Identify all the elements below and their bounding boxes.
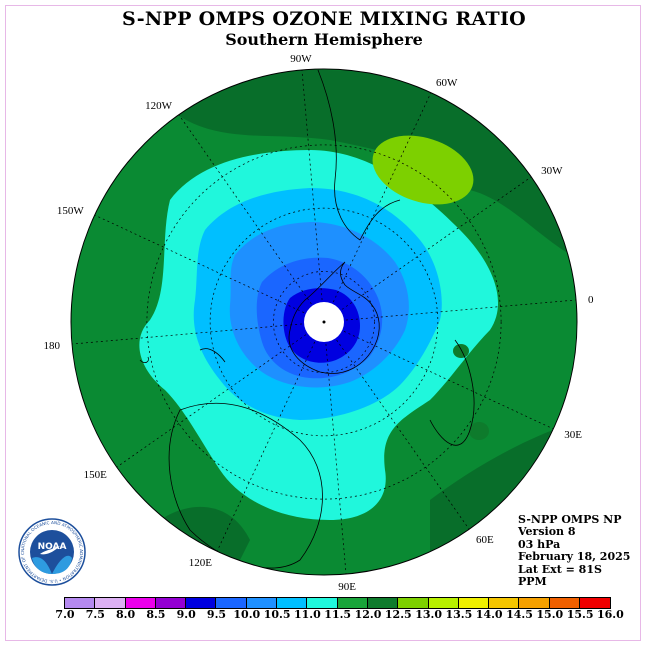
colorbar-tick-label: 7.5 <box>85 608 105 621</box>
colorbar-swatch <box>337 598 368 608</box>
colorbar-tick-label: 10.0 <box>233 608 261 621</box>
colorbar-tick-label: 9.5 <box>206 608 227 621</box>
longitude-label: 90E <box>338 581 356 593</box>
longitude-label: 0 <box>588 294 594 306</box>
meridian-line <box>71 323 303 345</box>
colorbar-tick-label: 10.5 <box>263 608 291 621</box>
colorbar-swatch <box>549 598 581 608</box>
coast-africa <box>429 339 475 446</box>
colorbar-tick-label: 7.0 <box>55 608 75 621</box>
longitude-label: 150W <box>57 205 85 217</box>
meridian-line <box>301 69 323 301</box>
noaa-logo: NATIONAL OCEANIC AND ATMOSPHERIC ADMINIS… <box>18 518 86 586</box>
map-title: S-NPP OMPS OZONE MIXING RATIO <box>121 8 527 30</box>
info-line-units: PPM <box>518 575 547 589</box>
coast-south-america <box>317 69 401 241</box>
colorbar-swatch <box>519 598 550 608</box>
colorbar-tick-label: 11.5 <box>324 608 352 621</box>
info-line-version: Version 8 <box>518 525 576 539</box>
colorbar-tick-label: 13.0 <box>415 608 442 621</box>
meridian-line <box>343 330 554 430</box>
map-boundary-circle <box>70 68 578 576</box>
colorbar-swatch <box>398 598 429 608</box>
map-subtitle: Southern Hemisphere <box>225 30 423 49</box>
colorbar-swatch <box>367 598 399 608</box>
graticule <box>71 69 577 575</box>
south-pole-marker <box>322 320 326 324</box>
colorbar-swatch <box>155 598 187 608</box>
latitude-circle <box>209 207 439 437</box>
field-high-12-5 <box>372 135 474 205</box>
meridian-line <box>332 92 432 303</box>
colorbar-tick-label: 8.0 <box>116 608 136 621</box>
colorbar-tick-label: 11.0 <box>293 608 321 621</box>
longitude-labels: 90W 60W 30W 0 30E 60E 90E 120E 150E 180 150W 120W <box>44 53 595 593</box>
colorbar-tick-label: 12.5 <box>384 608 412 621</box>
logo-wave <box>32 555 72 574</box>
colorbar-swatch <box>216 598 247 608</box>
longitude-label: 90W <box>290 53 312 65</box>
coast-antarctica <box>288 261 380 374</box>
coastlines <box>139 69 475 569</box>
longitude-label: 120E <box>189 557 213 569</box>
longitude-label: 180 <box>44 340 61 352</box>
coast-island-a <box>199 348 226 363</box>
colorbar-tick-label: 14.0 <box>475 608 503 621</box>
colorbar-labels: 7.0 7.5 8.0 8.5 9.0 9.5 10.0 10.5 11.0 11.5 12.0 12… <box>0 608 648 622</box>
field-blob-b <box>469 422 489 440</box>
longitude-label: 60E <box>476 534 494 546</box>
colorbar-swatch <box>458 598 490 608</box>
colorbar-tick-label: 15.0 <box>536 608 564 621</box>
meridian-line <box>345 299 577 321</box>
colorbar-swatch <box>489 598 520 608</box>
colorbar-tick-label: 8.5 <box>146 608 166 621</box>
colorbar-tick-label: 14.5 <box>506 608 533 621</box>
colorbar <box>64 597 612 609</box>
ozone-field <box>71 69 577 575</box>
longitude-label: 30E <box>564 429 582 441</box>
colorbar-swatch <box>125 598 156 608</box>
colorbar-swatch <box>95 598 126 608</box>
colorbar-tick-label: 15.5 <box>566 608 594 621</box>
coast-australia <box>168 402 323 569</box>
meridian-line <box>216 341 316 552</box>
colorbar-tick-label: 12.0 <box>354 608 382 621</box>
colorbar-swatch <box>428 598 459 608</box>
meridian-line <box>178 114 312 305</box>
meridian-line <box>325 343 347 575</box>
info-line-lat-extent: Lat Ext = 81S <box>518 562 602 576</box>
latitude-circle <box>273 271 375 373</box>
longitude-label: 150E <box>84 469 108 481</box>
colorbar-swatch <box>277 598 308 608</box>
info-line-date: February 18, 2025 <box>518 550 631 564</box>
colorbar-swatch <box>580 598 611 608</box>
longitude-label: 120W <box>145 100 173 112</box>
longitude-label: 30W <box>541 165 563 177</box>
latitude-circle <box>146 144 502 500</box>
colorbar-swatch <box>307 598 338 608</box>
longitude-label: 60W <box>436 77 458 89</box>
colorbar-swatch <box>65 598 96 608</box>
colorbar-tick-label: 9.0 <box>176 608 196 621</box>
figure-frame <box>5 5 641 641</box>
coast-island-b <box>139 356 149 363</box>
colorbar-swatch <box>186 598 217 608</box>
meridian-line <box>94 214 305 314</box>
meridian-line <box>336 339 470 530</box>
logo-bird <box>40 542 64 555</box>
colorbar-tick-label: 16.0 <box>596 608 624 621</box>
info-line-pressure: 03 hPa <box>518 537 561 551</box>
logo-noaa-text: NOAA <box>38 542 67 552</box>
info-line-instrument: S-NPP OMPS NP <box>518 513 622 526</box>
meridian-line <box>341 176 532 310</box>
meridian-line <box>116 334 307 468</box>
field-blob-a <box>453 344 469 358</box>
colorbar-swatch <box>246 598 278 608</box>
info-block: S-NPP OMPS NP Version 8 03 hPa February … <box>518 513 631 589</box>
colorbar-tick-label: 13.5 <box>445 608 473 621</box>
